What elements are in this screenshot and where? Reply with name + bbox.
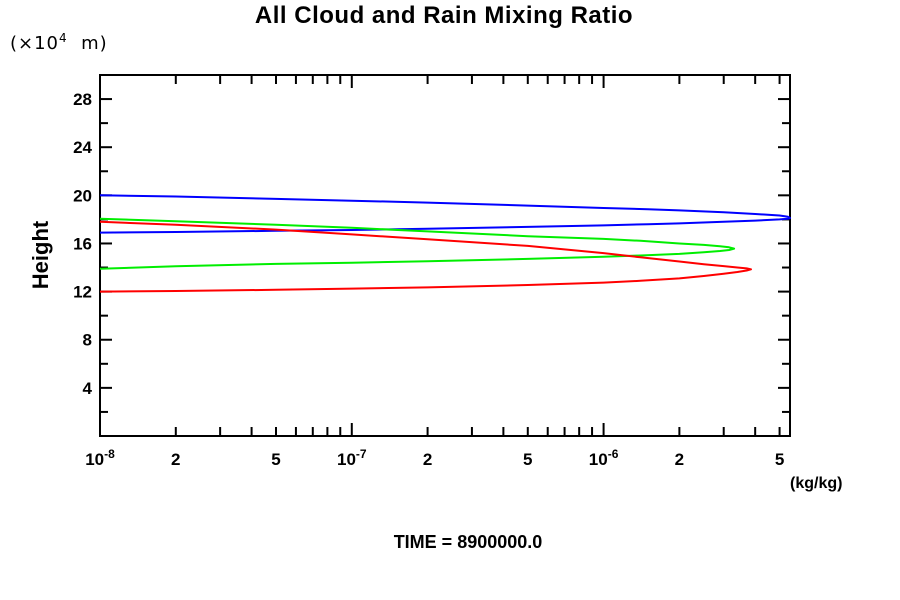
x-tick-label: 5 (775, 450, 784, 469)
x-tick-label: 2 (675, 450, 684, 469)
x-tick-label: 10-8 (85, 447, 115, 469)
x-tick-label: 2 (423, 450, 432, 469)
x-tick-label: 5 (523, 450, 532, 469)
blue-curve (99, 194, 791, 234)
green-curve (99, 217, 736, 270)
red-curve (99, 220, 752, 293)
plot-frame (99, 74, 791, 437)
y-axis-unit-label: (×104 m) (10, 31, 108, 54)
chart-title: All Cloud and Rain Mixing Ratio (254, 2, 634, 29)
y-tick-label: 12 (73, 283, 92, 302)
y-tick-label: 20 (73, 186, 92, 205)
time-annotation: TIME = 8900000.0 (393, 532, 543, 552)
y-unit-suffix: m) (67, 33, 108, 54)
x-axis-unit-label: (kg/kg) (790, 475, 843, 492)
x-tick-label: 10-6 (589, 447, 619, 469)
y-tick-labels: 4 8 12 16 20 24 28 (73, 90, 92, 398)
y-unit-exponent: 4 (59, 31, 68, 45)
y-axis-ticks (101, 98, 789, 413)
y-unit-prefix: (×10 (10, 33, 60, 54)
y-tick-label: 24 (73, 138, 92, 157)
x-tick-label: 5 (271, 450, 280, 469)
x-tick-labels: 10-8 2 5 10-7 2 5 10-6 2 5 (85, 447, 784, 469)
x-tick-label: 10-7 (337, 447, 367, 469)
y-tick-label: 16 (73, 234, 92, 253)
y-tick-label: 8 (83, 331, 92, 350)
y-tick-label: 28 (73, 90, 92, 109)
y-tick-label: 4 (83, 379, 93, 398)
x-axis-ticks (99, 76, 781, 435)
x-tick-label: 2 (171, 450, 180, 469)
